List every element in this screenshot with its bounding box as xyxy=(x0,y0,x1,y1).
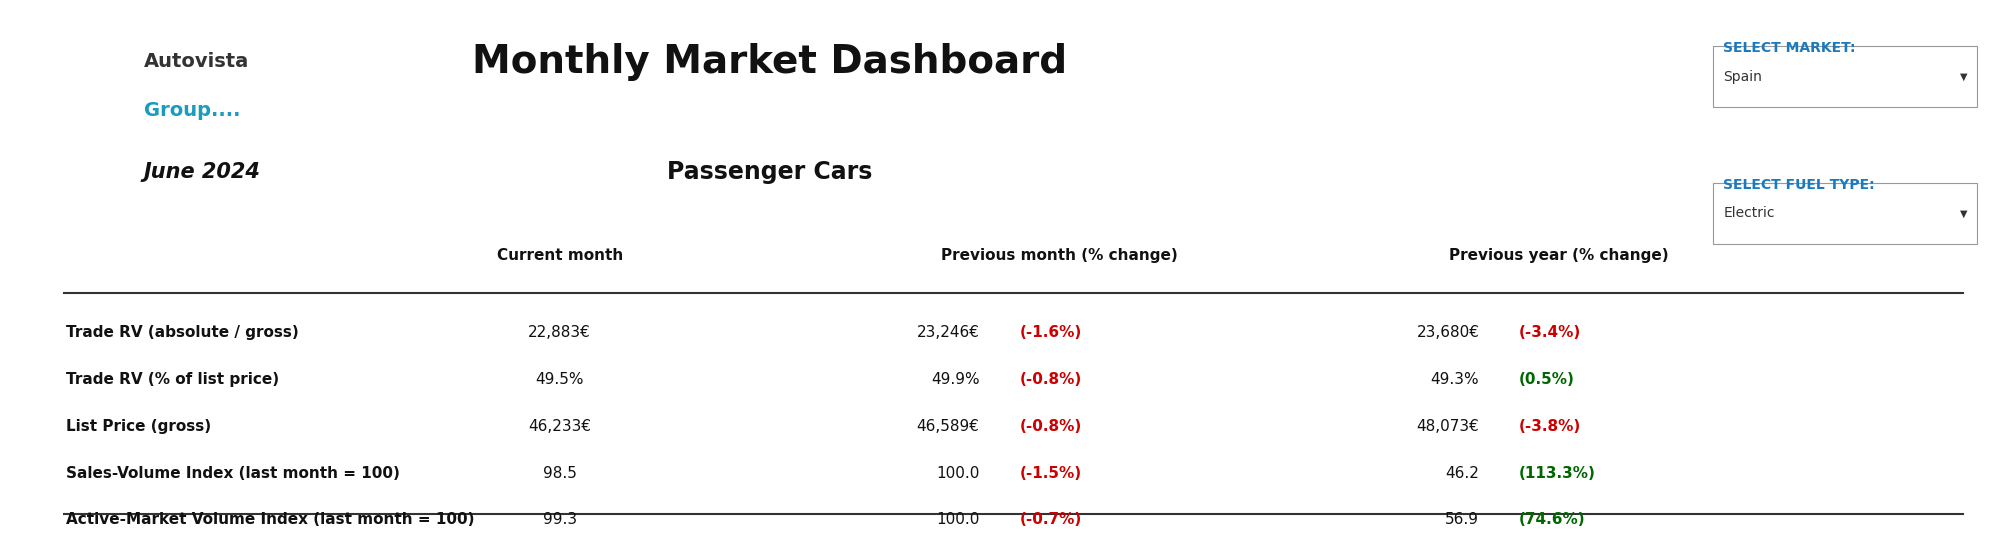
Text: 100.0: 100.0 xyxy=(935,512,979,527)
Text: (-3.4%): (-3.4%) xyxy=(1518,325,1580,340)
Text: 23,680€: 23,680€ xyxy=(1417,325,1479,340)
Text: (113.3%): (113.3%) xyxy=(1518,466,1594,481)
Text: List Price (gross): List Price (gross) xyxy=(66,419,212,434)
Text: Spain: Spain xyxy=(1722,69,1760,84)
Text: Group....: Group.... xyxy=(144,100,240,120)
Text: Electric: Electric xyxy=(1722,206,1774,221)
Text: Sales-Volume Index (last month = 100): Sales-Volume Index (last month = 100) xyxy=(66,466,400,481)
Text: Trade RV (% of list price): Trade RV (% of list price) xyxy=(66,372,280,387)
Text: SELECT FUEL TYPE:: SELECT FUEL TYPE: xyxy=(1722,178,1874,192)
Text: Passenger Cars: Passenger Cars xyxy=(667,160,871,184)
Text: (0.5%): (0.5%) xyxy=(1518,372,1574,387)
Text: 49.9%: 49.9% xyxy=(931,372,979,387)
Text: Trade RV (absolute / gross): Trade RV (absolute / gross) xyxy=(66,325,298,340)
Text: (-1.5%): (-1.5%) xyxy=(1019,466,1081,481)
Text: 46,589€: 46,589€ xyxy=(917,419,979,434)
Text: (-0.8%): (-0.8%) xyxy=(1019,419,1081,434)
Text: Current month: Current month xyxy=(496,248,623,263)
Text: 98.5: 98.5 xyxy=(543,466,575,481)
Text: ▼: ▼ xyxy=(1958,208,1966,219)
Text: Autovista: Autovista xyxy=(144,52,250,71)
Text: Monthly Market Dashboard: Monthly Market Dashboard xyxy=(472,43,1067,81)
Text: 49.5%: 49.5% xyxy=(535,372,583,387)
Text: 23,246€: 23,246€ xyxy=(917,325,979,340)
Text: 46,233€: 46,233€ xyxy=(527,419,591,434)
Text: (-1.6%): (-1.6%) xyxy=(1019,325,1081,340)
Text: Previous year (% change): Previous year (% change) xyxy=(1449,248,1668,263)
Text: Active-Market Volume Index (last month = 100): Active-Market Volume Index (last month =… xyxy=(66,512,474,527)
Text: June 2024: June 2024 xyxy=(144,162,260,182)
Text: Previous month (% change): Previous month (% change) xyxy=(941,248,1177,263)
Text: 99.3: 99.3 xyxy=(541,512,577,527)
Text: 49.3%: 49.3% xyxy=(1431,372,1479,387)
Text: SELECT MARKET:: SELECT MARKET: xyxy=(1722,41,1854,55)
Text: (-0.7%): (-0.7%) xyxy=(1019,512,1081,527)
Text: ▼: ▼ xyxy=(1958,71,1966,82)
Text: 48,073€: 48,073€ xyxy=(1417,419,1479,434)
Text: 100.0: 100.0 xyxy=(935,466,979,481)
Text: 56.9: 56.9 xyxy=(1445,512,1479,527)
Text: 22,883€: 22,883€ xyxy=(527,325,591,340)
Text: 46.2: 46.2 xyxy=(1445,466,1479,481)
Text: (74.6%): (74.6%) xyxy=(1518,512,1584,527)
Text: (-0.8%): (-0.8%) xyxy=(1019,372,1081,387)
Text: (-3.8%): (-3.8%) xyxy=(1518,419,1580,434)
